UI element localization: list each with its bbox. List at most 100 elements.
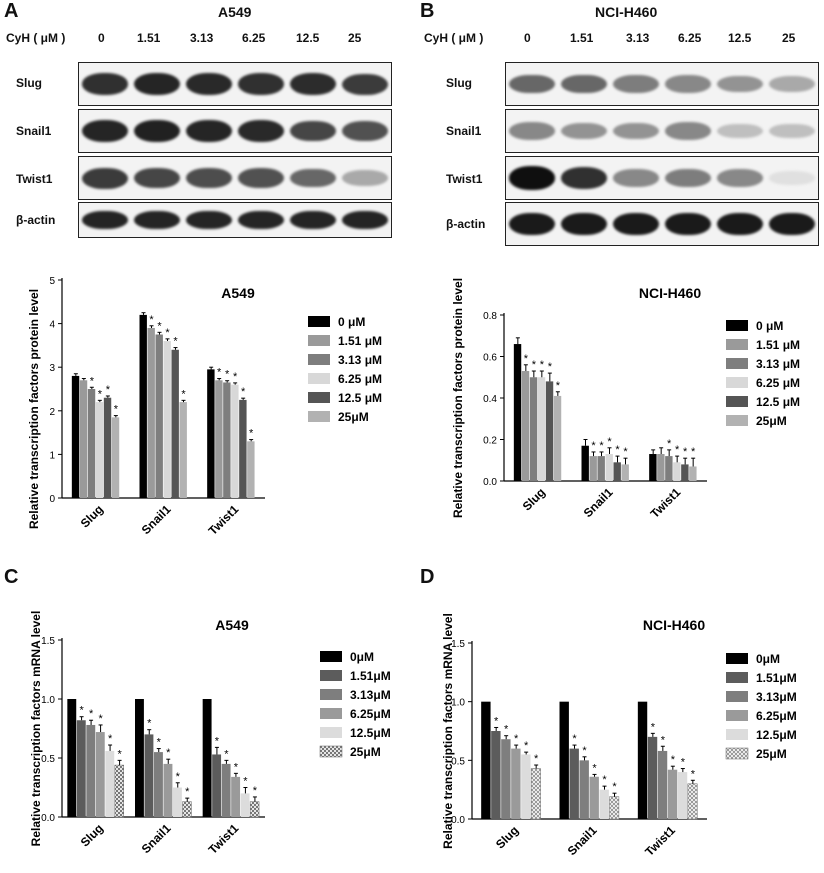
significance-star: *	[532, 359, 537, 371]
legend-swatch	[320, 689, 342, 700]
legend-label: 12.5 μM	[756, 395, 800, 409]
legend-swatch	[726, 396, 748, 407]
bar	[114, 764, 124, 818]
significance-star: *	[166, 747, 171, 759]
significance-star: *	[524, 740, 529, 752]
significance-star: *	[599, 440, 604, 452]
bar	[155, 334, 163, 498]
significance-star: *	[661, 734, 666, 746]
bar	[239, 399, 247, 498]
blot-a-band	[290, 211, 336, 229]
blot-b-band	[665, 75, 711, 93]
blot-a-row-snail1: Snail1	[16, 124, 52, 138]
blot-b-conc-1: 1.51	[570, 31, 594, 45]
x-tick-label: Slug	[493, 823, 521, 851]
bar	[689, 466, 697, 481]
significance-star: *	[671, 754, 676, 766]
bar	[621, 464, 629, 481]
bar	[559, 701, 569, 819]
bar	[135, 699, 144, 817]
legend-swatch	[726, 320, 748, 331]
blot-a-band	[134, 72, 180, 96]
y-tick-label: 0.0	[41, 813, 55, 824]
significance-star: *	[215, 735, 220, 747]
blot-a-band	[342, 170, 388, 186]
bar	[687, 783, 698, 820]
blot-a-strip-slug	[78, 62, 392, 106]
blot-a-band	[186, 211, 232, 229]
y-tick-label: 4	[49, 320, 55, 331]
x-tick-label: Snail1	[139, 821, 174, 856]
legend-label: 6.25 μM	[338, 372, 382, 386]
bar	[581, 445, 589, 481]
blot-a-strip-beta-actin	[78, 202, 392, 238]
bar	[87, 389, 96, 498]
legend-swatch	[320, 670, 342, 681]
blot-b-band	[561, 167, 607, 189]
y-tick-label: 0.0	[451, 815, 465, 826]
y-tick-label: 0.5	[41, 754, 55, 765]
y-tick-label: 0.0	[483, 477, 497, 488]
bar	[231, 384, 239, 498]
blot-a-band	[82, 119, 128, 143]
blot-b-band	[509, 122, 555, 140]
blot-a-conc-1: 1.51	[137, 31, 161, 45]
bar	[589, 776, 599, 819]
blot-a-band	[82, 73, 128, 95]
bar	[673, 462, 681, 481]
blot-b-band	[509, 166, 555, 190]
blot-b-band	[613, 122, 659, 140]
legend-swatch	[726, 710, 748, 721]
significance-star: *	[556, 380, 561, 392]
significance-star: *	[106, 384, 111, 396]
legend-swatch	[308, 354, 330, 365]
blot-a-conc-3: 6.25	[242, 31, 266, 45]
legend-label: 25μM	[756, 747, 787, 761]
legend-swatch	[726, 729, 748, 740]
legend-label: 25μM	[350, 745, 381, 759]
bar	[182, 801, 192, 818]
blot-b-band	[613, 75, 659, 93]
y-tick-label: 0.6	[483, 353, 497, 364]
bar	[521, 754, 531, 819]
blot-a-band	[238, 211, 284, 229]
legend-label: 25μM	[756, 414, 787, 428]
bar	[79, 380, 88, 498]
y-tick-label: 3	[49, 363, 55, 374]
legend-swatch	[726, 377, 748, 388]
legend-swatch	[320, 708, 342, 719]
significance-star: *	[117, 748, 122, 760]
chart-a549-mrna: A549 Relative transcription factors mRNA …	[29, 611, 391, 857]
legend-swatch	[308, 392, 330, 403]
significance-star: *	[615, 444, 620, 456]
bar	[553, 395, 562, 481]
bar	[513, 344, 522, 481]
blot-b-conc-4: 12.5	[728, 31, 752, 45]
blot-b-row-beta-actin: β-actin	[446, 217, 486, 231]
legend-label: 12.5μM	[350, 726, 391, 740]
y-tick-label: 0	[49, 494, 55, 505]
blot-b-band	[665, 212, 711, 236]
y-axis-label: Relative transcription factors mRNA leve…	[29, 611, 43, 847]
blot-b-band	[717, 75, 763, 93]
bar	[179, 402, 187, 498]
blot-a-conc-4: 12.5	[296, 31, 320, 45]
legend-label: 6.25μM	[756, 709, 797, 723]
blot-b-strip-twist1	[505, 156, 819, 200]
legend-swatch	[320, 651, 342, 662]
bar	[212, 754, 222, 817]
bar	[613, 462, 621, 481]
legend-label: 6.25μM	[350, 707, 391, 721]
significance-star: *	[582, 745, 587, 757]
bar	[569, 748, 579, 819]
y-tick-label: 1.0	[451, 698, 465, 709]
significance-star: *	[241, 386, 246, 398]
legend-label: 3.13μM	[350, 688, 391, 702]
bar	[231, 776, 241, 817]
blot-b-band	[561, 212, 607, 236]
chart-a549-protein: A549 Relative transcription factors prote…	[27, 276, 382, 538]
legend-label: 0μM	[350, 650, 374, 664]
blot-b-band	[717, 169, 763, 187]
blot-b-band	[613, 169, 659, 187]
panel-letter-a: A	[4, 0, 19, 22]
